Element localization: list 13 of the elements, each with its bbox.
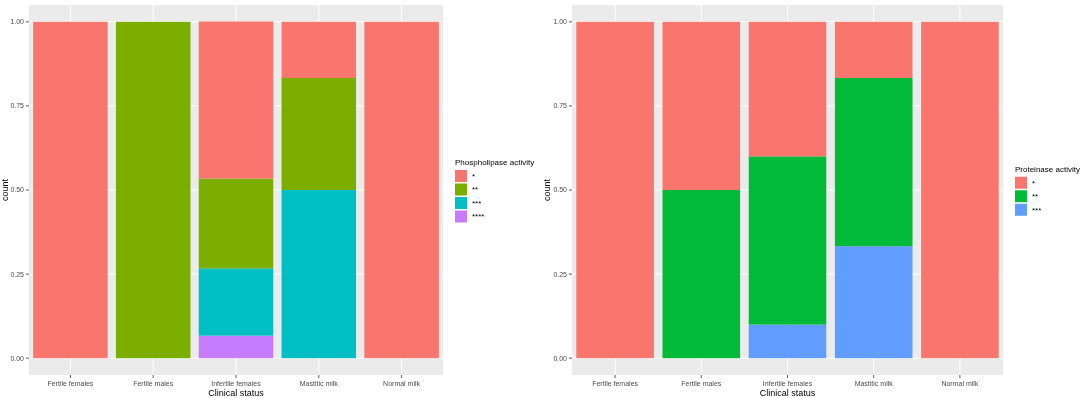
- legend-title: Phospholipase activity: [455, 158, 535, 167]
- legend-label: *: [472, 171, 476, 181]
- x-axis-title: Clinical status: [208, 388, 265, 398]
- legend-label: **: [1032, 192, 1039, 202]
- legend-label: **: [472, 185, 479, 195]
- legend-label: ***: [472, 198, 482, 208]
- legend-label: *: [1032, 178, 1036, 188]
- legend-label: ****: [472, 212, 485, 222]
- y-axis-title: count: [542, 178, 552, 202]
- legend-title: Proteinase activity: [1015, 164, 1080, 174]
- legend-label: ***: [1032, 205, 1042, 215]
- x-axis-title: Clinical status: [759, 388, 816, 398]
- y-axis-title: count: [0, 178, 10, 202]
